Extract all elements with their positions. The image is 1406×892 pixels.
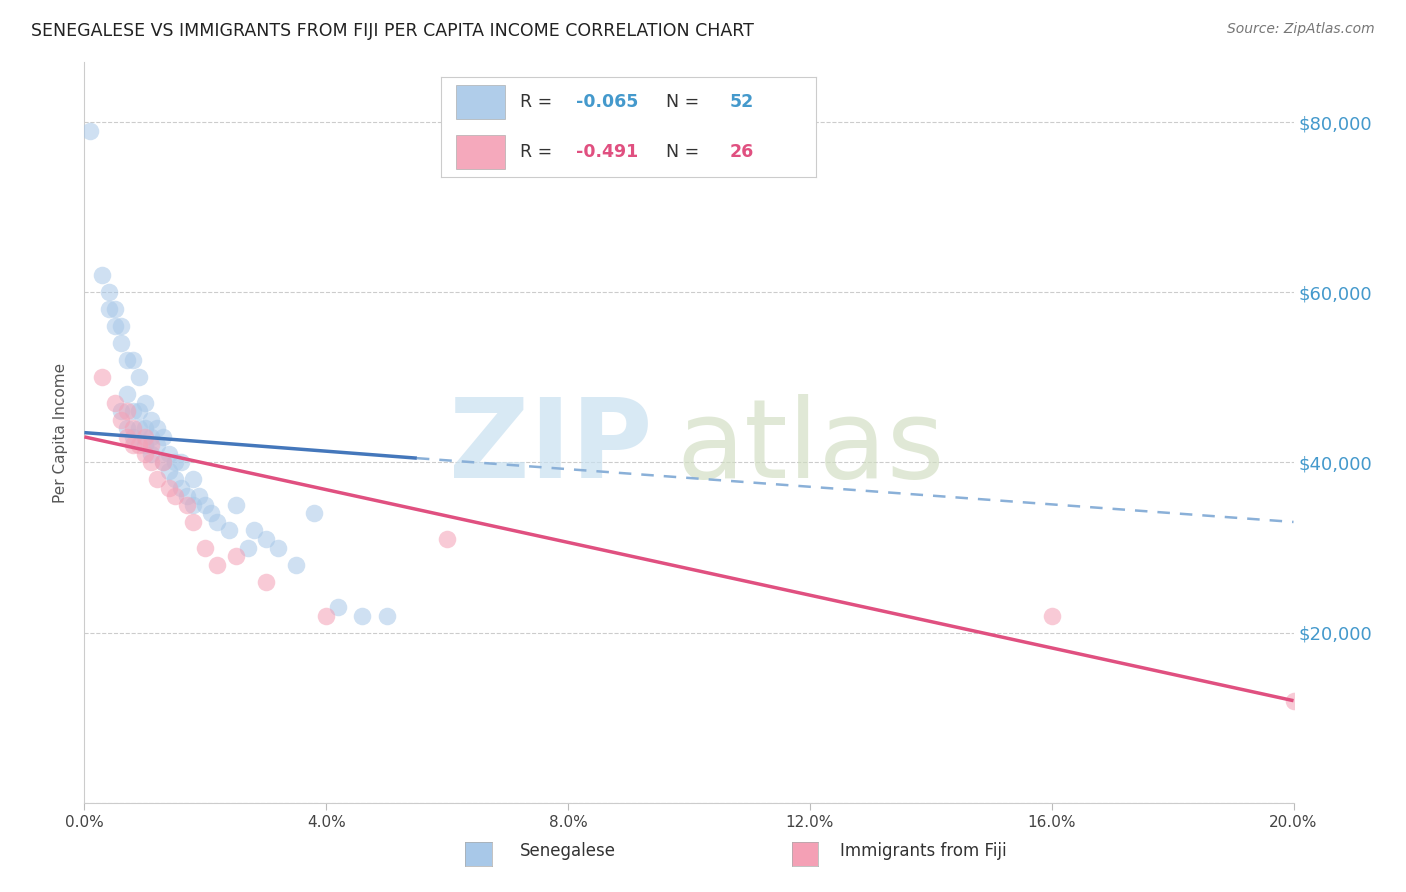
Point — [115, 430, 138, 444]
Point — [115, 353, 138, 368]
Point — [139, 447, 162, 461]
Point — [176, 490, 198, 504]
Point — [139, 438, 162, 452]
Point — [128, 438, 150, 452]
Point — [97, 302, 120, 317]
Point — [165, 490, 187, 504]
Point — [152, 455, 174, 469]
Point — [134, 430, 156, 444]
Text: ZIP: ZIP — [450, 394, 652, 501]
Point — [128, 421, 150, 435]
Point — [110, 404, 132, 418]
Point — [115, 421, 138, 435]
Point — [181, 498, 204, 512]
Point — [254, 574, 277, 589]
Point — [436, 532, 458, 546]
Point — [1040, 608, 1063, 623]
Point — [375, 608, 398, 623]
Point — [207, 515, 229, 529]
Point — [242, 524, 264, 538]
Point — [134, 447, 156, 461]
Point — [134, 438, 156, 452]
Y-axis label: Per Capita Income: Per Capita Income — [53, 362, 69, 503]
Point — [254, 532, 277, 546]
Point — [128, 370, 150, 384]
Point — [236, 541, 259, 555]
Point — [352, 608, 374, 623]
Point — [165, 472, 187, 486]
Point — [146, 472, 169, 486]
Text: Senegalese: Senegalese — [520, 842, 616, 860]
Point — [121, 438, 143, 452]
Point — [91, 268, 114, 283]
Point — [302, 507, 325, 521]
Point — [176, 498, 198, 512]
Point — [225, 498, 247, 512]
Point — [115, 387, 138, 401]
Point — [181, 472, 204, 486]
Point — [110, 319, 132, 334]
Point — [194, 498, 217, 512]
Point — [225, 549, 247, 563]
Point — [218, 524, 240, 538]
Point — [181, 515, 204, 529]
Text: atlas: atlas — [676, 394, 945, 501]
Point — [110, 336, 132, 351]
Point — [170, 455, 193, 469]
Point — [285, 558, 308, 572]
Point — [79, 123, 101, 137]
Point — [1282, 694, 1305, 708]
Point — [121, 404, 143, 418]
Point — [139, 430, 162, 444]
Point — [315, 608, 337, 623]
Point — [110, 413, 132, 427]
Point — [139, 455, 162, 469]
Point — [146, 421, 169, 435]
Point — [104, 319, 127, 334]
Point — [121, 430, 143, 444]
Point — [152, 430, 174, 444]
Text: Immigrants from Fiji: Immigrants from Fiji — [841, 842, 1007, 860]
Point — [104, 302, 127, 317]
Point — [170, 481, 193, 495]
Point — [157, 464, 180, 478]
Text: SENEGALESE VS IMMIGRANTS FROM FIJI PER CAPITA INCOME CORRELATION CHART: SENEGALESE VS IMMIGRANTS FROM FIJI PER C… — [31, 22, 754, 40]
Point — [157, 481, 180, 495]
Point — [188, 490, 211, 504]
Point — [97, 285, 120, 300]
Point — [207, 558, 229, 572]
Point — [134, 421, 156, 435]
Point — [157, 447, 180, 461]
Point — [146, 438, 169, 452]
Point — [121, 421, 143, 435]
Point — [104, 396, 127, 410]
Point — [152, 455, 174, 469]
Point — [134, 396, 156, 410]
Point — [267, 541, 290, 555]
Point — [194, 541, 217, 555]
Point — [115, 404, 138, 418]
Point — [128, 404, 150, 418]
Point — [328, 600, 350, 615]
Point — [91, 370, 114, 384]
Point — [165, 455, 187, 469]
Text: Source: ZipAtlas.com: Source: ZipAtlas.com — [1227, 22, 1375, 37]
Point — [121, 353, 143, 368]
Point — [200, 507, 222, 521]
Point — [139, 413, 162, 427]
